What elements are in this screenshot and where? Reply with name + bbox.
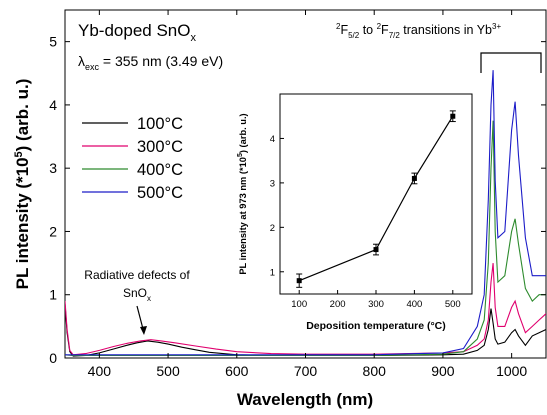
- inset-x-tick-label: 500: [445, 299, 461, 310]
- y-tick-label: 4: [49, 97, 57, 113]
- y-tick-label: 2: [49, 223, 57, 239]
- legend-label-400c: 400°C: [137, 161, 183, 179]
- transition-bracket: [480, 52, 542, 73]
- inset-x-tick-label: 100: [291, 299, 307, 310]
- inset-x-tick-label: 400: [406, 299, 422, 310]
- inset-data-point: [373, 247, 379, 253]
- x-axis-label: Wavelength (nm): [237, 390, 373, 409]
- inset-data-point: [296, 278, 302, 284]
- legend-label-300c: 300°C: [137, 138, 183, 156]
- inset-y-tick-label: 2: [270, 223, 275, 234]
- material-title: Yb-doped SnOx: [78, 21, 196, 44]
- x-tick-label: 800: [363, 363, 387, 379]
- defects-annotation-line1: Radiative defects of: [84, 268, 190, 282]
- x-tick-label: 900: [431, 363, 455, 379]
- x-tick-label: 700: [294, 363, 318, 379]
- x-tick-label: 500: [156, 363, 180, 379]
- defects-arrow-shaft: [136, 305, 144, 330]
- y-axis-label: PL intensity (*105) (arb. u.): [13, 79, 32, 290]
- inset-y-tick-label: 3: [270, 178, 275, 189]
- inset-y-tick-label: 4: [270, 134, 275, 145]
- inset-y-tick-label: 1: [270, 267, 275, 278]
- x-tick-label: 1000: [496, 363, 527, 379]
- inset-data-point: [450, 113, 456, 119]
- legend: 100°C 300°C 400°C 500°C: [82, 115, 183, 202]
- defects-arrow-head: [140, 326, 147, 335]
- inset-x-tick-label: 200: [330, 299, 346, 310]
- legend-label-500c: 500°C: [137, 184, 183, 202]
- inset-x-tick-label: 300: [368, 299, 384, 310]
- defects-annotation-line2: SnOx: [123, 286, 151, 303]
- inset-frame: [279, 93, 473, 295]
- y-tick-label: 3: [49, 160, 57, 176]
- transition-label: 2F5/2 to 2F7/2 transitions in Yb3+: [336, 22, 501, 40]
- y-tick-label: 0: [49, 350, 57, 366]
- inset-data-point: [411, 175, 417, 181]
- inset-series-line: [298, 115, 454, 282]
- series-line-400c: [65, 120, 546, 357]
- y-tick-label: 1: [49, 287, 57, 303]
- inset-chart: 100 200 300 400 500 1 2 3 4 Deposition temperatu…: [237, 93, 473, 332]
- y-tick-label: 5: [49, 34, 57, 50]
- series-line-500c: [65, 70, 546, 356]
- x-tick-label: 400: [88, 363, 112, 379]
- x-tick-label: 600: [225, 363, 249, 379]
- legend-label-100c: 100°C: [137, 115, 183, 133]
- inset-x-axis-label: Deposition temperature (°C): [306, 320, 446, 332]
- inset-y-axis-label: PL intensity at 973 nm (*105) (arb. u.): [237, 113, 248, 274]
- excitation-label: λexc = 355 nm (3.49 eV): [78, 53, 223, 72]
